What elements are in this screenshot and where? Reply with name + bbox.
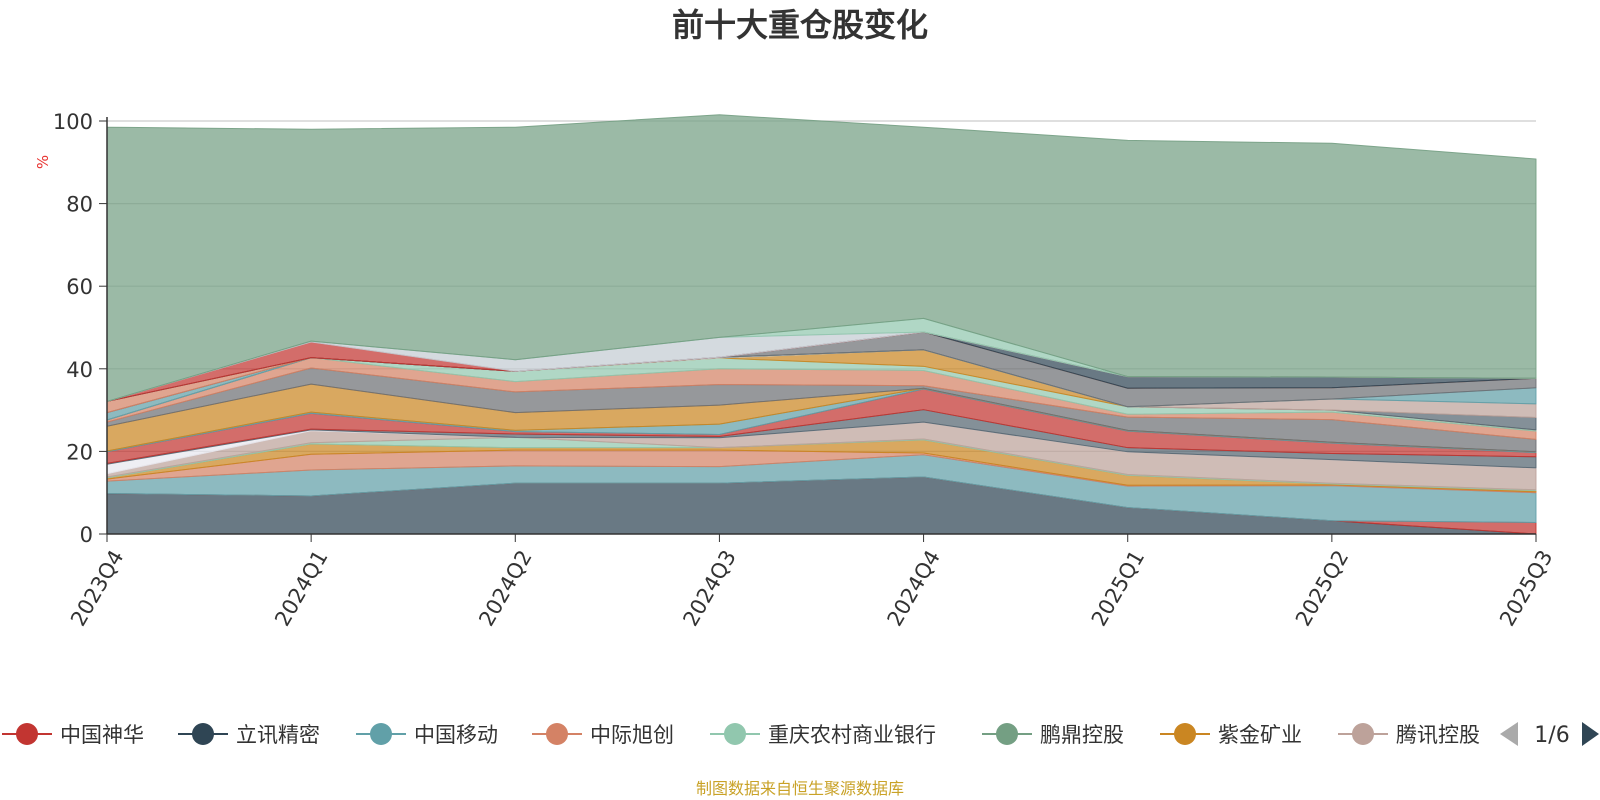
legend-item[interactable]: 鹏鼎控股 [982,723,1124,747]
legend-prev-page-icon[interactable] [1500,722,1518,746]
legend-dot-icon [16,723,38,745]
legend-item[interactable]: 立讯精密 [178,723,320,747]
legend-dot-icon [370,723,392,745]
legend-item[interactable]: 中国移动 [356,723,498,747]
legend-items: 中国神华 立讯精密 中国移动 中际旭创 重庆农村商业银行 鹏鼎控股 紫金矿业 腾讯控股 [2,723,1480,747]
y-tick-label: 40 [66,358,93,382]
y-tick-label: 60 [66,275,93,299]
legend-dot-icon [996,723,1018,745]
x-tick-label: 2024Q4 [883,546,945,630]
legend-item[interactable]: 紫金矿业 [1160,723,1302,747]
legend-dot-icon [546,723,568,745]
legend-dot-icon [1352,723,1374,745]
legend-label: 立讯精密 [236,723,320,747]
legend-label: 鹏鼎控股 [1040,723,1124,747]
legend-page-indicator: 1/6 [1534,723,1569,748]
data-source-note: 制图数据来自恒生聚源数据库 [696,779,904,798]
y-tick-label: 80 [66,193,93,217]
x-tick-label: 2024Q3 [678,546,740,630]
legend-label: 紫金矿业 [1218,723,1302,747]
y-tick-label: 20 [66,440,93,464]
y-tick-label: 0 [80,523,93,547]
legend-item[interactable]: 腾讯控股 [1338,723,1480,747]
x-tick-label: 2024Q1 [270,546,332,630]
x-tick-label: 2024Q2 [474,546,536,630]
y-axis-unit-label: % [34,155,52,169]
legend-label: 中国移动 [414,723,498,747]
legend-label: 中国神华 [60,723,144,747]
x-tick-label: 2025Q1 [1087,546,1149,630]
legend-item[interactable]: 重庆农村商业银行 [710,723,936,747]
legend-item[interactable]: 中际旭创 [532,723,674,747]
chart-title: 前十大重仓股变化 [672,6,928,44]
legend-dot-icon [1174,723,1196,745]
legend-item[interactable]: 中国神华 [2,723,144,747]
x-tick-label: 2023Q4 [66,546,128,630]
legend-dot-icon [724,723,746,745]
legend-label: 腾讯控股 [1396,723,1480,747]
area-layer [106,114,1537,535]
legend-dot-icon [192,723,214,745]
x-tick-label: 2025Q2 [1291,546,1353,630]
legend-label: 重庆农村商业银行 [768,723,936,747]
legend-next-page-icon[interactable] [1582,722,1599,746]
x-tick-label: 2025Q3 [1495,546,1557,630]
legend-label: 中际旭创 [590,723,674,747]
legend: 中国神华 立讯精密 中国移动 中际旭创 重庆农村商业银行 鹏鼎控股 紫金矿业 腾讯控股 1/6 [2,722,1599,748]
y-tick-label: 100 [53,110,93,134]
area-series-s27[interactable] [106,114,1537,402]
